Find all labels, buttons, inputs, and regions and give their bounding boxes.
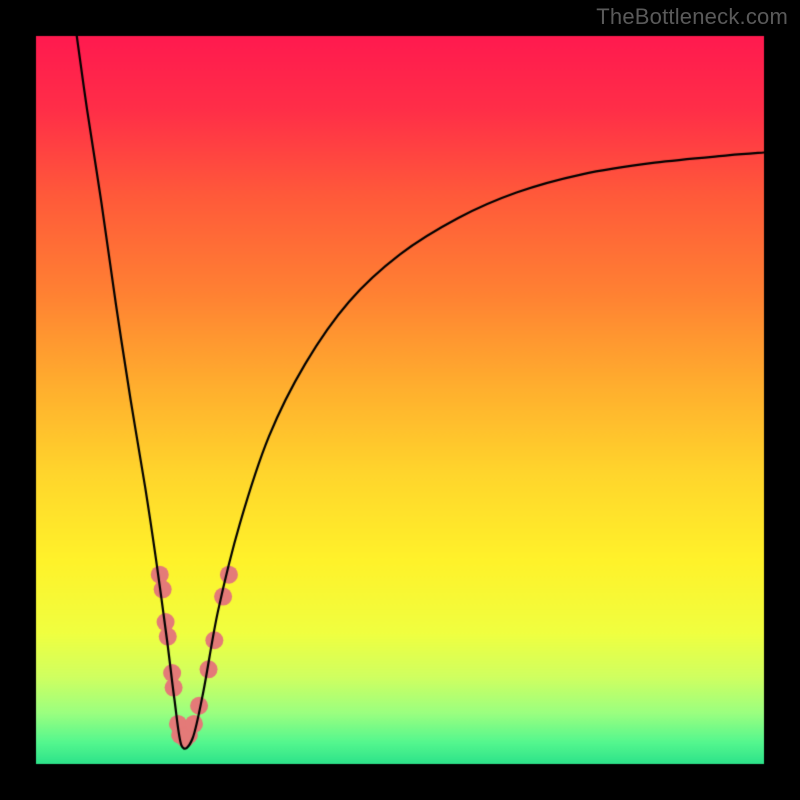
watermark-text: TheBottleneck.com [596,4,788,30]
chart-container: TheBottleneck.com [0,0,800,800]
bottleneck-curve-chart [0,0,800,800]
